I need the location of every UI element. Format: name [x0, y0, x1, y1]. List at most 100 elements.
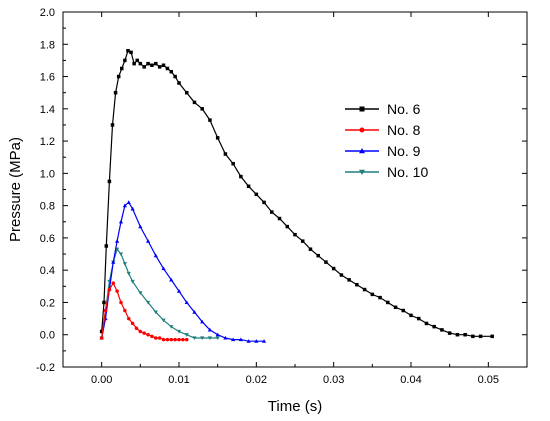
- data-point: [129, 50, 133, 55]
- data-point: [316, 253, 320, 258]
- y-axis-label: Pressure (MPa): [7, 137, 24, 242]
- data-point: [300, 239, 305, 243]
- data-point: [142, 65, 146, 69]
- data-point: [490, 334, 494, 339]
- data-point: [169, 325, 174, 329]
- data-point: [115, 289, 119, 293]
- data-point: [347, 278, 351, 282]
- legend-label: No. 8: [387, 122, 421, 138]
- data-point: [370, 292, 375, 297]
- data-point: [176, 329, 182, 334]
- legend-marker: [359, 169, 365, 175]
- data-point: [126, 200, 131, 204]
- data-point: [153, 310, 158, 315]
- y-tick-label: 1.0: [40, 168, 55, 180]
- x-axis-label: Time (s): [268, 398, 322, 415]
- series-layer: [99, 48, 494, 343]
- data-point: [192, 310, 197, 314]
- data-point: [157, 65, 162, 69]
- data-point: [134, 326, 139, 331]
- data-point: [111, 281, 116, 285]
- data-point: [150, 63, 154, 67]
- data-point: [102, 300, 106, 305]
- y-tick-label: -0.2: [36, 362, 55, 374]
- data-point: [184, 333, 189, 337]
- data-point: [184, 337, 189, 342]
- legend-marker: [359, 148, 365, 154]
- data-point: [207, 327, 213, 332]
- data-point: [153, 253, 158, 258]
- legend-label: No. 9: [387, 143, 421, 159]
- data-point: [99, 329, 104, 334]
- y-tick-label: 1.8: [40, 39, 55, 51]
- data-point: [246, 184, 251, 189]
- data-point: [161, 318, 166, 323]
- data-point: [231, 161, 235, 166]
- data-point: [293, 232, 297, 237]
- data-point: [150, 334, 154, 339]
- data-point: [119, 300, 123, 305]
- series-1: [99, 48, 494, 339]
- y-tick-label: 1.4: [40, 104, 55, 116]
- data-point: [154, 336, 158, 340]
- data-point: [455, 332, 460, 337]
- legend-marker: [359, 106, 365, 112]
- data-point: [207, 336, 213, 341]
- series-line: [101, 49, 493, 337]
- data-point: [277, 216, 282, 221]
- data-point: [238, 337, 243, 342]
- legend-label: No. 6: [387, 101, 421, 117]
- data-point: [254, 192, 259, 197]
- data-point: [122, 203, 127, 208]
- data-point: [138, 61, 143, 66]
- x-tick-label: 0.05: [478, 374, 499, 386]
- data-point: [116, 74, 121, 79]
- data-point: [110, 123, 115, 127]
- data-point: [104, 244, 109, 248]
- data-point: [223, 335, 228, 340]
- data-point: [447, 331, 452, 335]
- data-point: [146, 61, 150, 66]
- y-tick-label: 0.4: [40, 265, 55, 277]
- y-tick-label: 0.2: [40, 297, 55, 309]
- data-point: [138, 224, 143, 229]
- legend-item: No. 9: [345, 143, 421, 159]
- data-point: [135, 58, 139, 63]
- series-3: [99, 200, 267, 343]
- data-point: [161, 63, 166, 67]
- data-point: [378, 295, 382, 300]
- x-tick-label: 0.04: [400, 374, 421, 386]
- y-tick-label: 1.2: [40, 136, 55, 148]
- data-point: [355, 282, 359, 287]
- data-point: [146, 332, 150, 337]
- data-point: [107, 287, 112, 292]
- data-point: [239, 174, 243, 179]
- data-point: [331, 266, 336, 271]
- data-point: [157, 336, 162, 340]
- data-point: [215, 136, 220, 140]
- data-point: [324, 260, 328, 264]
- data-point: [409, 313, 413, 318]
- data-point: [169, 69, 174, 74]
- x-tick-label: 0.02: [246, 374, 267, 386]
- data-point: [215, 332, 220, 337]
- data-point: [169, 337, 174, 342]
- data-point: [130, 279, 135, 284]
- data-point: [177, 337, 181, 342]
- y-tick-label: 1.6: [40, 72, 55, 84]
- data-point: [107, 179, 112, 184]
- data-point: [111, 260, 116, 264]
- data-point: [308, 247, 313, 251]
- data-point: [200, 319, 205, 324]
- data-point: [416, 316, 421, 321]
- data-point: [165, 337, 170, 342]
- data-point: [181, 337, 185, 342]
- data-point: [138, 291, 143, 295]
- data-point: [103, 308, 108, 313]
- data-point: [231, 337, 236, 342]
- y-tick-label: 0.8: [40, 201, 55, 213]
- data-point: [254, 339, 259, 343]
- data-point: [126, 48, 130, 53]
